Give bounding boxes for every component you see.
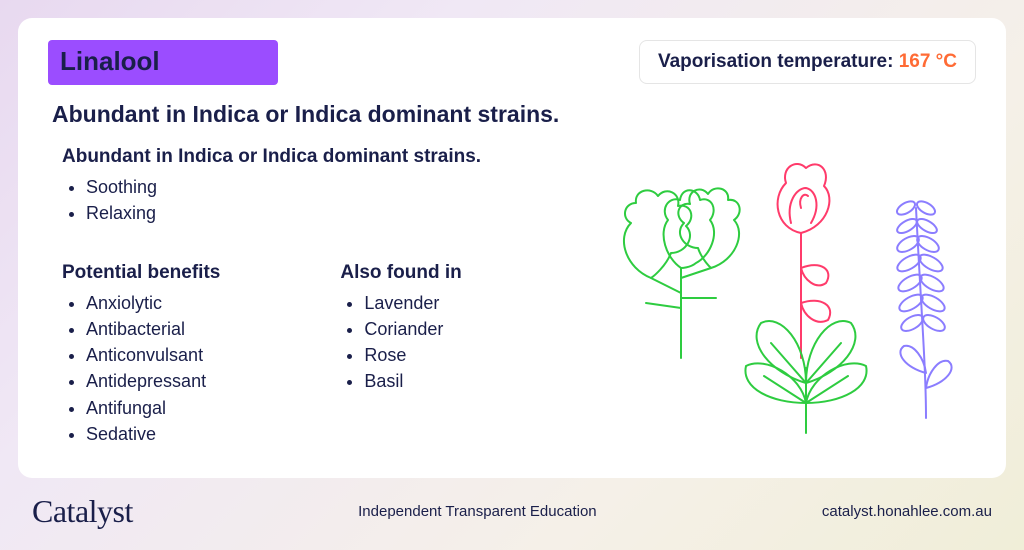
vapor-value: 167 °C xyxy=(899,51,957,72)
lavender-icon xyxy=(895,199,952,418)
foundin-heading: Also found in xyxy=(340,262,461,284)
brand-logo: Catalyst xyxy=(32,493,133,530)
benefits-list: Anxiolytic Antibacterial Anticonvulsant … xyxy=(86,290,220,447)
list-item: Anticonvulsant xyxy=(86,342,220,368)
vapor-box: Vaporisation temperature: 167 °C xyxy=(639,40,976,84)
list-item: Basil xyxy=(364,368,461,394)
list-item: Antidepressant xyxy=(86,368,220,394)
footer-tagline: Independent Transparent Education xyxy=(358,503,597,520)
list-item: Anxiolytic xyxy=(86,290,220,316)
basil-icon xyxy=(745,321,866,433)
header-row: Linalool Vaporisation temperature: 167 °… xyxy=(48,40,976,85)
terpene-title: Linalool xyxy=(48,40,278,85)
footer: Catalyst Independent Transparent Educati… xyxy=(0,475,1024,550)
footer-url: catalyst.honahlee.com.au xyxy=(822,503,992,520)
vapor-label: Vaporisation temperature: xyxy=(658,51,899,72)
foundin-column: Also found in Lavender Coriander Rose Ba… xyxy=(340,262,461,447)
coriander-icon xyxy=(624,188,740,358)
info-card: Linalool Vaporisation temperature: 167 °… xyxy=(18,18,1006,478)
subtitle: Abundant in Indica or Indica dominant st… xyxy=(52,101,976,128)
list-item: Rose xyxy=(364,342,461,368)
foundin-list: Lavender Coriander Rose Basil xyxy=(364,290,461,394)
benefits-heading: Potential benefits xyxy=(62,262,220,284)
list-item: Sedative xyxy=(86,421,220,447)
plant-illustration xyxy=(596,148,976,448)
list-item: Antifungal xyxy=(86,395,220,421)
benefits-column: Potential benefits Anxiolytic Antibacter… xyxy=(62,262,220,447)
list-item: Coriander xyxy=(364,316,461,342)
list-item: Antibacterial xyxy=(86,316,220,342)
list-item: Lavender xyxy=(364,290,461,316)
